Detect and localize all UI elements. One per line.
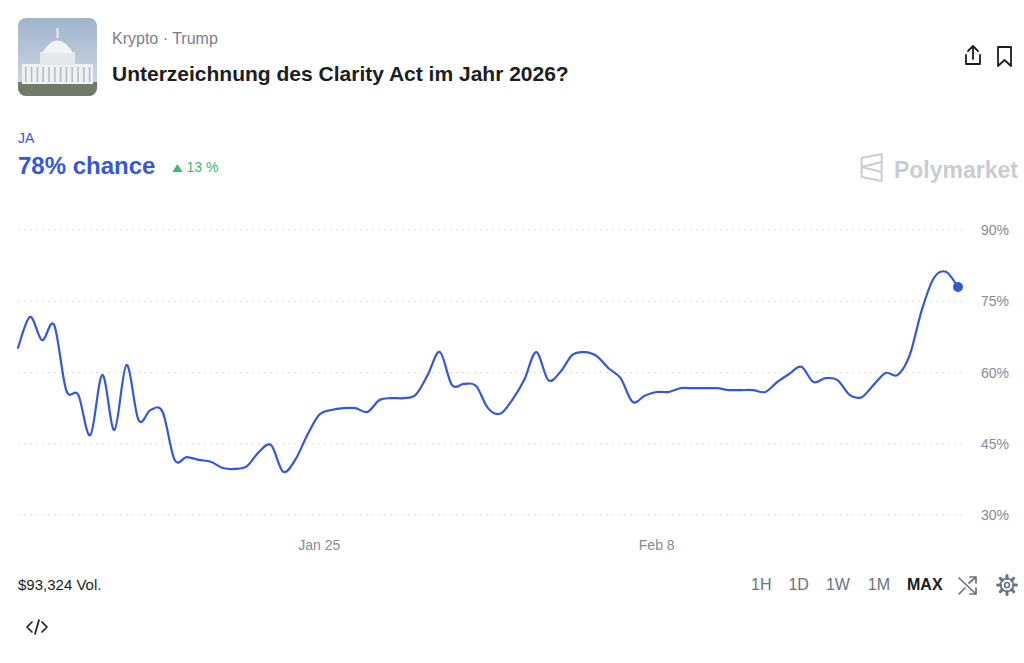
grid-line — [18, 301, 962, 302]
last-point — [953, 282, 963, 292]
icon-building — [22, 64, 93, 84]
y-tick-label: 90% — [981, 222, 1009, 238]
page: Krypto · Trump Unterzeichnung des Clarity… — [0, 0, 1024, 663]
x-tick-label: Feb 8 — [639, 537, 675, 553]
range-button[interactable]: 1H — [751, 576, 771, 593]
range-button[interactable]: 1W — [826, 576, 851, 593]
grid — [18, 230, 962, 515]
y-tick-label: 75% — [981, 293, 1009, 309]
icon-column — [42, 67, 44, 82]
range-button[interactable]: 1D — [788, 576, 808, 593]
outcome-label: JA — [18, 130, 35, 146]
icon-drum — [40, 52, 75, 65]
change-arrow — [172, 164, 182, 172]
breadcrumb: Krypto · Trump — [112, 30, 218, 47]
grid-line — [18, 443, 962, 444]
chance: 78% chance — [18, 152, 155, 179]
share-button[interactable] — [966, 46, 980, 64]
grid-line — [18, 230, 962, 231]
grid-line — [18, 515, 962, 516]
title: Unterzeichnung des Clarity Act im Jahr 2… — [112, 62, 569, 85]
icon-dome — [42, 41, 73, 54]
gear-hub — [1005, 583, 1010, 588]
icon-column — [54, 67, 56, 82]
gear-ring — [1001, 579, 1014, 592]
brand: Polymarket — [894, 157, 1018, 183]
icon-ground — [18, 82, 97, 96]
gear-teeth — [998, 576, 1017, 595]
y-tick-label: 45% — [981, 436, 1009, 452]
y-tick-label: 60% — [981, 365, 1009, 381]
icon-column — [71, 67, 73, 82]
settings-button[interactable] — [998, 576, 1017, 595]
grid-line — [18, 372, 962, 373]
icon-column — [60, 67, 62, 82]
icon-column — [37, 67, 39, 82]
range-button[interactable]: MAX — [907, 576, 943, 593]
shuffle-button[interactable] — [959, 577, 976, 594]
icon-column — [25, 67, 27, 82]
icon-column — [66, 67, 68, 82]
icon-column — [31, 67, 33, 82]
price-line — [18, 271, 958, 472]
icon-column — [77, 67, 79, 82]
x-tick-label: Jan 25 — [298, 537, 340, 553]
icon-column — [89, 67, 91, 82]
range-button[interactable]: 1M — [868, 576, 890, 593]
y-tick-label: 30% — [981, 507, 1009, 523]
icon-column — [83, 67, 85, 82]
plot-area — [18, 271, 963, 472]
brand-logo — [862, 154, 882, 181]
icon-statue — [57, 28, 59, 38]
shuffle-path — [959, 577, 976, 594]
icon-sky — [18, 18, 97, 96]
market-icon — [18, 18, 97, 96]
embed-button[interactable] — [27, 620, 47, 634]
icon-column — [48, 67, 50, 82]
bookmark-button[interactable] — [998, 47, 1011, 66]
share-arrow — [968, 46, 978, 59]
change: 13 % — [186, 159, 218, 175]
volume: $93,324 Vol. — [18, 576, 101, 593]
